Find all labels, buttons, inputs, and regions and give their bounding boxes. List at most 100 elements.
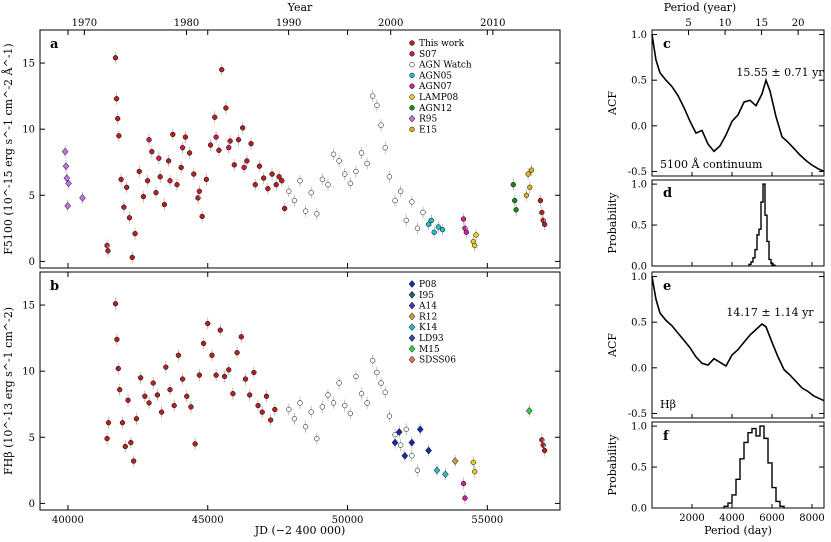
- data-point: [297, 178, 303, 184]
- data-point: [118, 176, 124, 183]
- data-point: [119, 420, 126, 426]
- panel-f-histogram: [723, 425, 785, 508]
- jd-tick-label: 45000: [192, 515, 224, 526]
- period-year-axis-title: Period (year): [664, 1, 736, 14]
- panel-c-ytick-label: 1.0: [631, 30, 647, 41]
- data-point: [114, 336, 120, 343]
- data-point: [240, 125, 246, 131]
- data-point: [342, 402, 348, 409]
- data-point: [116, 133, 122, 139]
- panel-d-ytick-label: 1.0: [631, 180, 647, 191]
- data-point: [460, 480, 467, 487]
- data-point: [217, 327, 223, 333]
- data-point: [230, 390, 236, 397]
- data-point: [525, 406, 533, 415]
- data-point: [62, 162, 70, 171]
- data-point: [133, 416, 140, 422]
- data-point: [64, 201, 72, 210]
- panel-d-ytick-label: 0.5: [631, 221, 647, 232]
- data-point: [510, 182, 516, 188]
- legend-marker: [408, 290, 416, 299]
- legend-label: This work: [419, 39, 465, 49]
- legend-marker: [409, 40, 415, 46]
- panel-e-ylabel: ACF: [606, 333, 619, 358]
- period-tick-label: 6000: [759, 513, 784, 524]
- data-point: [472, 469, 478, 475]
- data-point: [358, 390, 365, 397]
- data-point: [460, 216, 467, 222]
- data-point: [408, 438, 416, 447]
- period-tick-label: 4000: [719, 513, 744, 524]
- data-point: [255, 402, 261, 409]
- data-point: [302, 208, 309, 214]
- data-point: [473, 232, 479, 238]
- data-point: [244, 158, 250, 164]
- data-point: [414, 225, 421, 231]
- data-point: [281, 205, 288, 212]
- panel-c-acf-line: [651, 34, 825, 173]
- data-point: [537, 197, 544, 204]
- data-point: [216, 147, 222, 153]
- data-point: [409, 453, 415, 459]
- panel-e-annotation: 14.17 ± 1.14 yr: [726, 306, 814, 319]
- data-point: [167, 178, 173, 184]
- data-point: [248, 141, 254, 147]
- data-point: [325, 392, 331, 398]
- panel-a-ytick-label: 5: [29, 191, 35, 202]
- data-point: [196, 188, 203, 194]
- legend-label: AGN12: [418, 104, 452, 114]
- panel-c-ytick-label: -0.5: [628, 167, 647, 178]
- data-point: [61, 147, 69, 156]
- data-point: [364, 160, 370, 167]
- panel-a-ytick-label: 10: [22, 125, 35, 136]
- legend-marker: [409, 51, 415, 57]
- data-point: [336, 380, 342, 386]
- panel-d-letter: d: [663, 186, 672, 201]
- data-point: [219, 67, 225, 73]
- data-point: [370, 93, 376, 99]
- data-point: [291, 416, 298, 422]
- data-point: [442, 470, 449, 479]
- data-point: [252, 182, 258, 188]
- data-point: [226, 367, 232, 373]
- data-point: [112, 301, 119, 307]
- data-point: [539, 209, 545, 216]
- year-axis-title: Year: [287, 1, 313, 14]
- jd-tick-label: 50000: [332, 515, 364, 526]
- panel-e-frame: [651, 271, 825, 419]
- panel-e-letter: e: [663, 279, 671, 294]
- panel-b-ytick-label: 5: [29, 433, 35, 444]
- data-point: [259, 409, 265, 415]
- data-point: [129, 254, 135, 261]
- data-point: [191, 171, 197, 177]
- data-point: [188, 404, 194, 410]
- data-point: [319, 176, 326, 183]
- panel-f-letter: f: [663, 429, 670, 444]
- data-point: [420, 209, 426, 216]
- data-point: [451, 457, 459, 465]
- data-point: [378, 380, 384, 386]
- data-point: [414, 467, 421, 473]
- legend-marker: [408, 280, 416, 288]
- panel-a-ytick-label: 15: [22, 59, 35, 70]
- data-point: [146, 137, 152, 143]
- data-point: [178, 164, 184, 171]
- data-point: [79, 194, 86, 202]
- data-point: [378, 122, 384, 128]
- year-tick-label: 2010: [480, 18, 505, 29]
- data-point: [374, 369, 380, 376]
- data-point: [142, 393, 148, 399]
- data-point: [269, 171, 275, 177]
- data-point: [527, 184, 533, 190]
- panel-c-annotation: 15.55 ± 0.71 yr: [736, 66, 824, 79]
- panel-a-ylabel: F5100 (10^-15 erg s^-1 cm^-2 Å^-1): [1, 43, 15, 254]
- data-point: [525, 171, 531, 177]
- data-point: [273, 182, 279, 188]
- data-point: [65, 179, 72, 188]
- legend-label: I95: [419, 291, 434, 301]
- data-point: [513, 207, 519, 213]
- data-point: [223, 105, 229, 111]
- data-point: [382, 145, 388, 151]
- data-point: [221, 373, 228, 380]
- data-point: [425, 446, 432, 455]
